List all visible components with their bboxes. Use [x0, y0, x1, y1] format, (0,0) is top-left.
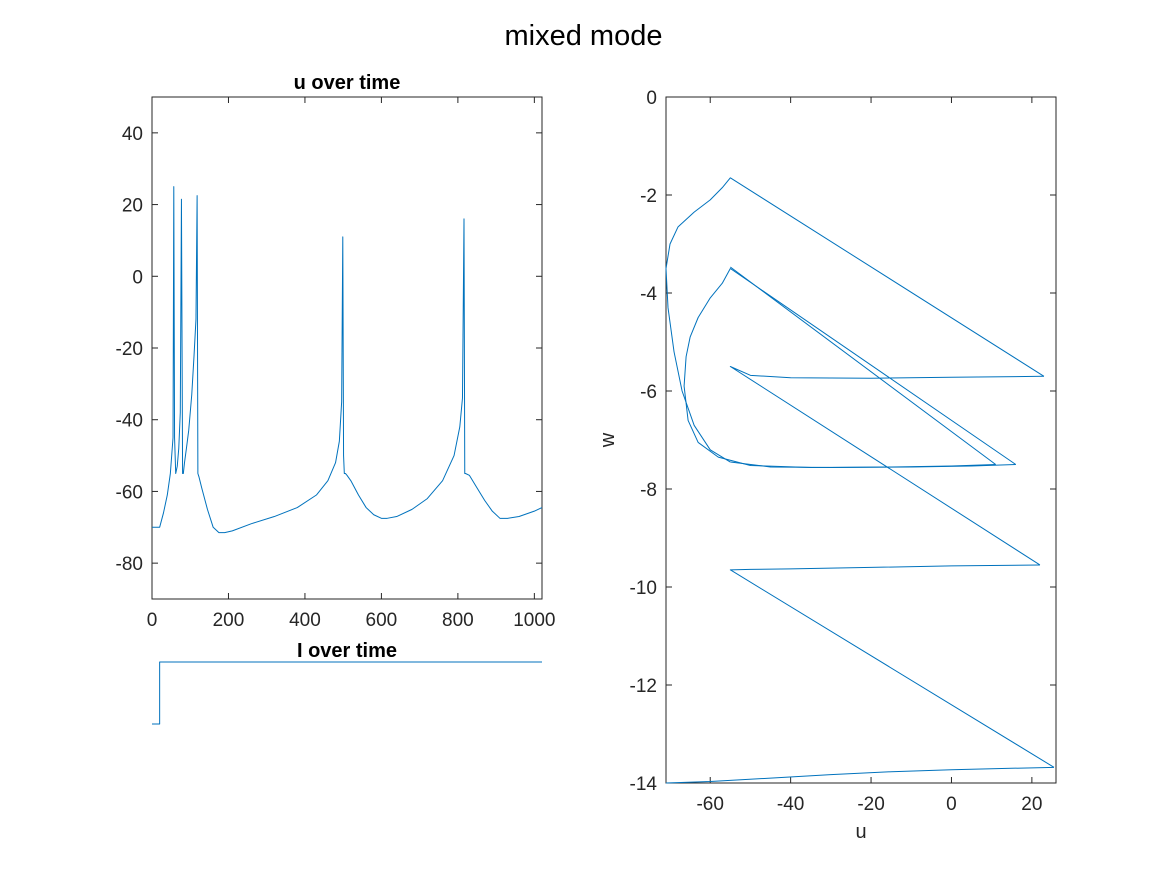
u-over-time-xtick-label: 1000	[513, 610, 555, 631]
u-over-time-xtick-label: 400	[289, 610, 321, 631]
u-over-time-xtick-label: 600	[366, 610, 398, 631]
phase-plane-ytick-label: -14	[630, 774, 658, 795]
phase-plane-axes: -60 -40 -20 0 20-14-12-10-8-6-4-20 u w	[597, 88, 1057, 843]
phase-plane-series-3-line	[665, 177, 1045, 463]
phase-plane-ytick-label: -12	[630, 676, 657, 697]
phase-plane-ticks: -60 -40 -20 0 20-14-12-10-8-6-4-20	[630, 88, 1056, 815]
u-over-time-ytick-label: 40	[122, 124, 143, 145]
phase-plane-ytick-label: -8	[640, 480, 657, 501]
phase-plane-xtick-label: -20	[857, 794, 884, 815]
u-over-time-ytick-label: -40	[116, 411, 143, 432]
u-over-time-ticks: 0 200 400 600 800 1000 -80 -60 -40 -20 0 20 40	[116, 97, 555, 631]
phase-plane-ytick-label: 0	[646, 88, 657, 109]
phase-plane-ytick-label: -4	[640, 284, 657, 305]
phase-plane-ylabel: w	[597, 432, 619, 448]
u-over-time-ytick-label: 20	[122, 196, 143, 217]
u-over-time-xtick-label: 0	[147, 610, 158, 631]
u-over-time-ytick-label: -20	[116, 339, 143, 360]
u-over-time-series-0-line	[152, 186, 543, 534]
phase-plane-series-0-line	[665, 766, 1055, 784]
u-over-time-axes: 0 200 400 600 800 1000 -80 -60 -40 -20 0 20 40 u ove…	[116, 72, 556, 631]
i-over-time-lines	[152, 661, 542, 725]
u-over-time-frame	[151, 96, 543, 600]
phase-plane-xtick-label: -60	[696, 794, 723, 815]
phase-plane-series-2-line	[729, 366, 1044, 566]
phase-plane-xtick-label: 20	[1021, 794, 1042, 815]
figure-title: mixed mode	[504, 20, 663, 52]
phase-plane-ytick-label: -2	[640, 186, 657, 207]
u-over-time-ytick-label: -60	[116, 482, 143, 503]
phase-plane-lines	[665, 177, 1055, 784]
phase-plane-xtick-label: -40	[777, 794, 804, 815]
i-over-time-title: I over time	[297, 640, 397, 662]
u-over-time-ytick-label: 0	[132, 267, 143, 288]
phase-plane-ytick-label: -6	[640, 382, 657, 403]
phase-plane-series-6-line	[730, 266, 996, 465]
u-over-time-lines	[152, 186, 543, 534]
phase-plane-xlabel: u	[855, 821, 866, 843]
phase-plane-frame	[665, 96, 1057, 784]
phase-plane-series-5-line	[683, 268, 1017, 468]
phase-plane-series-1-line	[729, 564, 1055, 768]
u-over-time-title: u over time	[294, 72, 401, 94]
u-over-time-xtick-label: 800	[442, 610, 474, 631]
u-over-time-ytick-label: -80	[116, 554, 143, 575]
u-over-time-xtick-label: 200	[213, 610, 245, 631]
i-over-time-axes: I over time	[152, 640, 542, 725]
i-over-time-series-0-line	[152, 661, 542, 725]
phase-plane-ytick-label: -10	[630, 578, 657, 599]
phase-plane-xtick-label: 0	[946, 794, 957, 815]
